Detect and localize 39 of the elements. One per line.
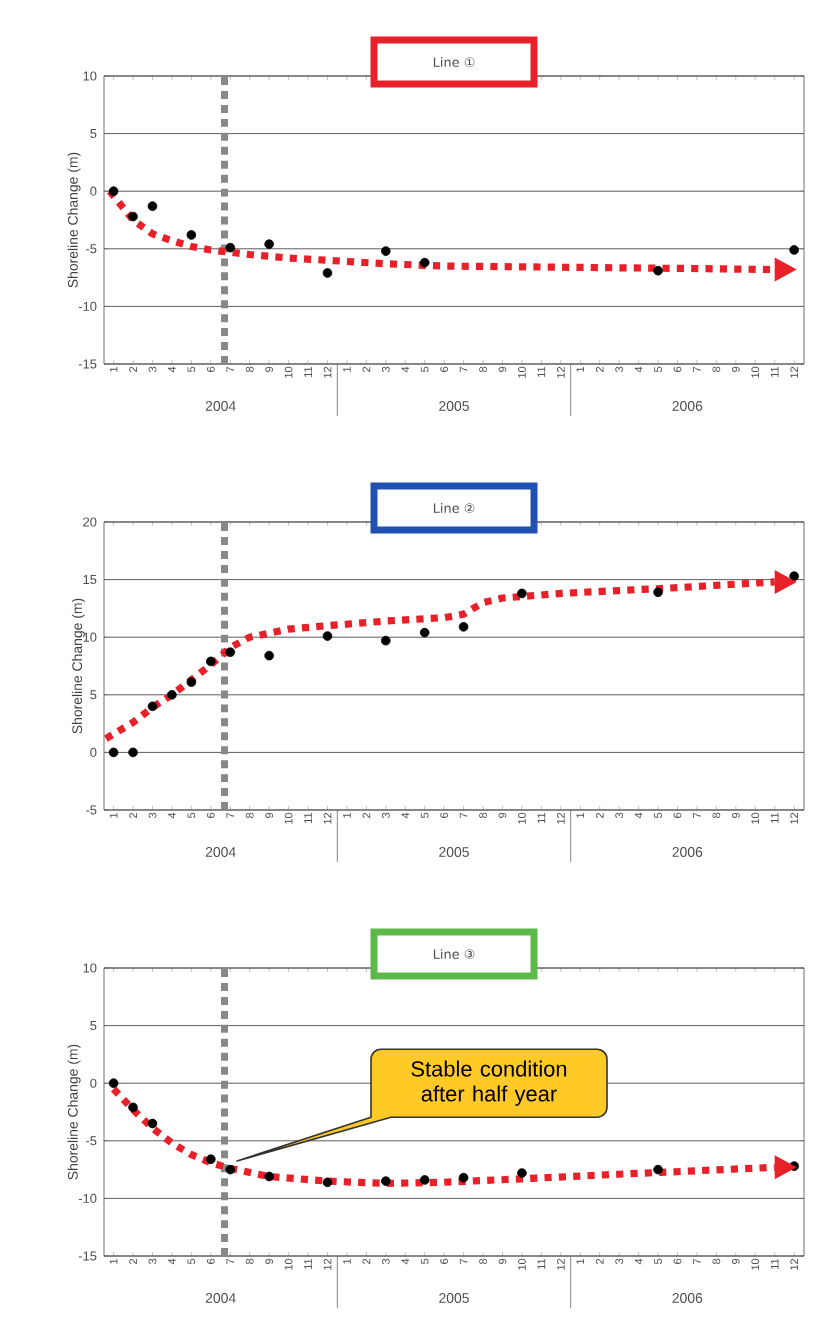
point <box>128 211 138 222</box>
point <box>322 631 333 641</box>
point <box>653 1164 663 1175</box>
point <box>264 650 274 661</box>
point <box>225 242 236 253</box>
point <box>264 239 274 249</box>
point <box>264 1171 274 1182</box>
point <box>517 588 527 599</box>
point <box>381 1176 391 1186</box>
point <box>419 627 430 638</box>
annotation: Stable condition after half year <box>411 1060 567 1106</box>
point <box>108 1078 119 1088</box>
point <box>147 701 158 712</box>
point <box>789 571 799 581</box>
point <box>322 1177 333 1188</box>
point <box>653 265 663 276</box>
point <box>186 230 197 240</box>
point <box>186 677 197 687</box>
point <box>789 245 799 255</box>
point <box>167 689 177 700</box>
point <box>147 201 158 211</box>
point <box>381 246 391 256</box>
point <box>206 1154 216 1165</box>
point <box>128 747 138 758</box>
point <box>225 647 236 657</box>
point <box>108 186 119 196</box>
point <box>128 1102 138 1113</box>
point <box>322 268 333 278</box>
point <box>458 622 469 632</box>
point <box>458 1172 469 1183</box>
point <box>419 257 430 268</box>
point <box>381 635 391 646</box>
point <box>653 587 663 598</box>
point <box>517 1168 527 1178</box>
point <box>108 747 119 758</box>
point <box>147 1118 158 1129</box>
point <box>206 656 216 667</box>
point <box>419 1175 430 1185</box>
point <box>225 1164 236 1175</box>
